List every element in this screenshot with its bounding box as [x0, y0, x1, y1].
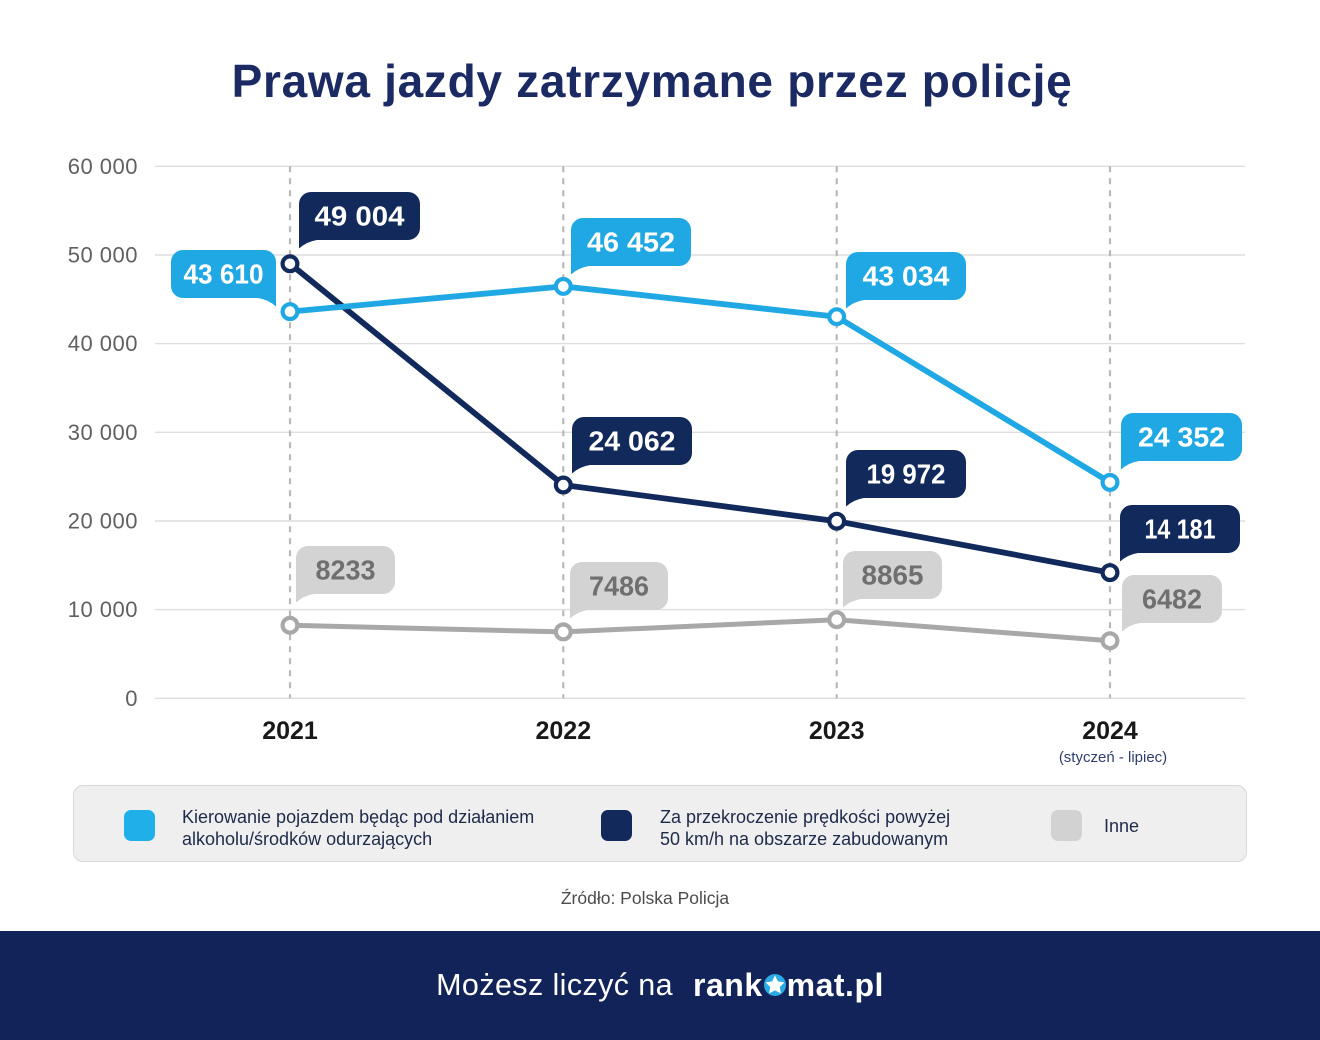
svg-text:2024: 2024 [1082, 717, 1138, 745]
svg-text:0: 0 [125, 686, 138, 711]
svg-text:24 062: 24 062 [589, 426, 676, 457]
svg-text:30 000: 30 000 [68, 420, 138, 445]
svg-text:50 000: 50 000 [68, 243, 138, 268]
svg-text:49 004: 49 004 [315, 201, 406, 232]
svg-text:40 000: 40 000 [68, 331, 138, 356]
svg-text:(styczeń - lipiec): (styczeń - lipiec) [1059, 749, 1167, 766]
svg-text:19 972: 19 972 [867, 459, 946, 490]
svg-text:24 352: 24 352 [1138, 422, 1225, 453]
svg-text:8233: 8233 [316, 555, 376, 586]
svg-text:43 610: 43 610 [184, 259, 264, 290]
svg-text:10 000: 10 000 [68, 597, 138, 622]
svg-text:7486: 7486 [589, 571, 649, 602]
svg-text:43 034: 43 034 [863, 261, 951, 292]
svg-text:2021: 2021 [262, 717, 318, 745]
svg-text:46 452: 46 452 [587, 227, 675, 258]
svg-text:60 000: 60 000 [68, 154, 138, 179]
svg-text:8865: 8865 [862, 560, 924, 591]
svg-text:20 000: 20 000 [68, 509, 138, 534]
svg-text:6482: 6482 [1142, 584, 1202, 615]
svg-text:14 181: 14 181 [1145, 514, 1216, 545]
svg-text:2022: 2022 [535, 717, 591, 745]
svg-text:2023: 2023 [809, 717, 865, 745]
